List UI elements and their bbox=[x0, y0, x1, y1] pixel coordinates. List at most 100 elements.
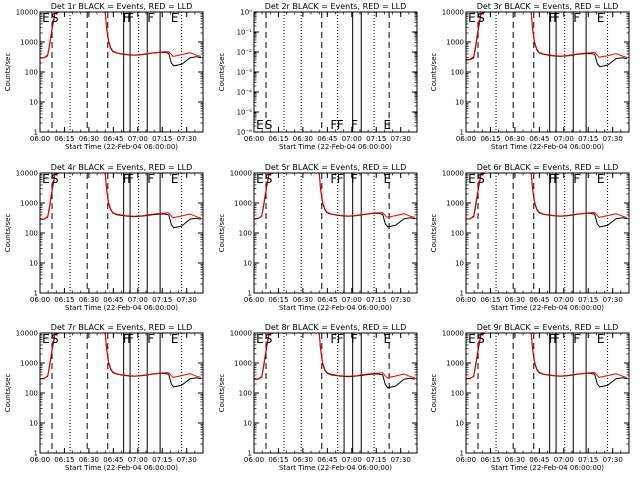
event-flag-label: E bbox=[384, 118, 392, 132]
x-tick-label: 06:45 bbox=[529, 296, 549, 304]
y-tick-label: 1000 bbox=[234, 200, 252, 208]
panel-title: Det 8r BLACK = Events, RED = LLD bbox=[265, 323, 407, 332]
event-flag-label: E bbox=[42, 172, 50, 186]
y-tick-label: 10⁻¹ bbox=[237, 29, 253, 37]
event-flag-label: F bbox=[330, 332, 337, 346]
x-tick-label: 06:15 bbox=[268, 456, 288, 464]
panel-det-7: Det 7r BLACK = Events, RED = LLD 1 10 100 10… bbox=[4, 323, 204, 472]
plot-frame bbox=[465, 332, 630, 454]
event-flag-label: E bbox=[256, 118, 264, 132]
x-tick-label: 06:30 bbox=[293, 296, 313, 304]
y-tick-label: 10⁻² bbox=[237, 49, 253, 57]
event-flag-label: F bbox=[127, 11, 134, 25]
x-axis-label: Start Time (22-Feb-04 06:00:00) bbox=[279, 143, 392, 151]
x-tick-label: 07:30 bbox=[177, 296, 197, 304]
plot-frame bbox=[465, 11, 630, 133]
x-axis-label: Start Time (22-Feb-04 06:00:00) bbox=[491, 304, 604, 312]
y-tick-label: 10 bbox=[455, 420, 464, 428]
event-flag-label: F bbox=[123, 11, 130, 25]
x-tick-label: 06:15 bbox=[480, 135, 500, 143]
x-tick-label: 06:30 bbox=[505, 456, 525, 464]
event-flag-label: F bbox=[573, 172, 580, 186]
event-flag-label: E bbox=[384, 332, 392, 346]
event-flag-label: E bbox=[597, 332, 605, 346]
x-tick-label: 07:00 bbox=[342, 296, 362, 304]
y-tick-label: 10000 bbox=[230, 330, 252, 338]
x-tick-label: 07:30 bbox=[603, 456, 623, 464]
event-flag-label: E bbox=[256, 172, 264, 186]
x-tick-label: 06:00 bbox=[456, 135, 476, 143]
panel-title: Det 7r BLACK = Events, RED = LLD bbox=[51, 323, 193, 332]
y-tick-label: 10000 bbox=[16, 330, 38, 338]
y-tick-label: 100 bbox=[451, 230, 464, 238]
y-tick-label: 100 bbox=[451, 69, 464, 77]
x-tick-label: 06:15 bbox=[54, 296, 74, 304]
event-flag-label: S bbox=[51, 11, 59, 25]
y-tick-label: 1000 bbox=[20, 200, 38, 208]
panel-det-1: Det 1r BLACK = Events, RED = LLD 1 10 100 10… bbox=[4, 2, 204, 151]
x-tick-label: 07:00 bbox=[342, 456, 362, 464]
event-flag-label: E bbox=[171, 11, 179, 25]
x-axis-label: Start Time (22-Feb-04 06:00:00) bbox=[65, 143, 178, 151]
y-tick-label: 100 bbox=[451, 390, 464, 398]
panel-title: Det 4r BLACK = Events, RED = LLD bbox=[51, 163, 193, 172]
y-axis-label: Counts/sec bbox=[4, 214, 12, 253]
y-tick-label: 10⁻⁶ bbox=[237, 129, 253, 137]
event-flag-label: F bbox=[553, 172, 560, 186]
event-flag-label: F bbox=[351, 332, 358, 346]
panel-det-8: Det 8r BLACK = Events, RED = LLD 1 10 100 10… bbox=[218, 323, 418, 472]
plot-frame bbox=[39, 172, 204, 294]
y-tick-label: 1 bbox=[248, 290, 252, 298]
y-axis-label: Counts/sec bbox=[430, 214, 438, 253]
y-tick-label: 10 bbox=[455, 260, 464, 268]
event-flag-label: F bbox=[553, 332, 560, 346]
event-flag-label: F bbox=[123, 172, 130, 186]
x-tick-label: 07:15 bbox=[152, 296, 172, 304]
y-tick-label: 10000 bbox=[16, 170, 38, 178]
panel-det-2: Det 2r BLACK = Events, RED = LLD 10⁻⁶ 10⁻⁵… bbox=[218, 2, 418, 151]
y-axis-label: Counts/sec bbox=[4, 53, 12, 92]
x-tick-label: 06:00 bbox=[244, 296, 264, 304]
y-tick-label: 100 bbox=[25, 69, 38, 77]
x-tick-label: 06:00 bbox=[30, 296, 50, 304]
y-tick-label: 1000 bbox=[234, 360, 252, 368]
panel-title: Det 6r BLACK = Events, RED = LLD bbox=[477, 163, 619, 172]
x-tick-label: 07:00 bbox=[342, 135, 362, 143]
y-tick-label: 1 bbox=[248, 450, 252, 458]
x-tick-label: 06:30 bbox=[293, 135, 313, 143]
plot-frame bbox=[253, 172, 418, 294]
y-tick-label: 10000 bbox=[442, 170, 464, 178]
panel-title: Det 3r BLACK = Events, RED = LLD bbox=[477, 2, 619, 11]
x-tick-label: 06:15 bbox=[268, 296, 288, 304]
plot-frame bbox=[253, 332, 418, 454]
y-tick-label: 10000 bbox=[230, 170, 252, 178]
x-tick-label: 07:15 bbox=[578, 135, 598, 143]
lld-series-line bbox=[254, 173, 416, 220]
event-flag-label: F bbox=[127, 332, 134, 346]
lld-series-line bbox=[466, 173, 628, 220]
x-axis-label: Start Time (22-Feb-04 06:00:00) bbox=[491, 464, 604, 472]
x-tick-label: 06:30 bbox=[293, 456, 313, 464]
x-tick-label: 06:45 bbox=[529, 456, 549, 464]
y-tick-label: 10 bbox=[243, 420, 252, 428]
event-flag-label: F bbox=[549, 172, 556, 186]
event-flag-label: E bbox=[597, 172, 605, 186]
y-tick-label: 10000 bbox=[442, 330, 464, 338]
x-tick-label: 06:00 bbox=[30, 135, 50, 143]
x-tick-label: 06:00 bbox=[456, 296, 476, 304]
y-tick-label: 1 bbox=[460, 129, 464, 137]
lld-series-line bbox=[40, 173, 202, 221]
panel-det-6: Det 6r BLACK = Events, RED = LLD 1 10 100 10… bbox=[430, 163, 630, 312]
panel-title: Det 5r BLACK = Events, RED = LLD bbox=[265, 163, 407, 172]
event-flag-label: F bbox=[147, 332, 154, 346]
y-tick-label: 1 bbox=[34, 129, 38, 137]
event-flag-label: F bbox=[337, 118, 344, 132]
y-axis-label: Counts/sec bbox=[430, 374, 438, 413]
x-tick-label: 07:00 bbox=[554, 296, 574, 304]
event-flag-label: F bbox=[147, 11, 154, 25]
